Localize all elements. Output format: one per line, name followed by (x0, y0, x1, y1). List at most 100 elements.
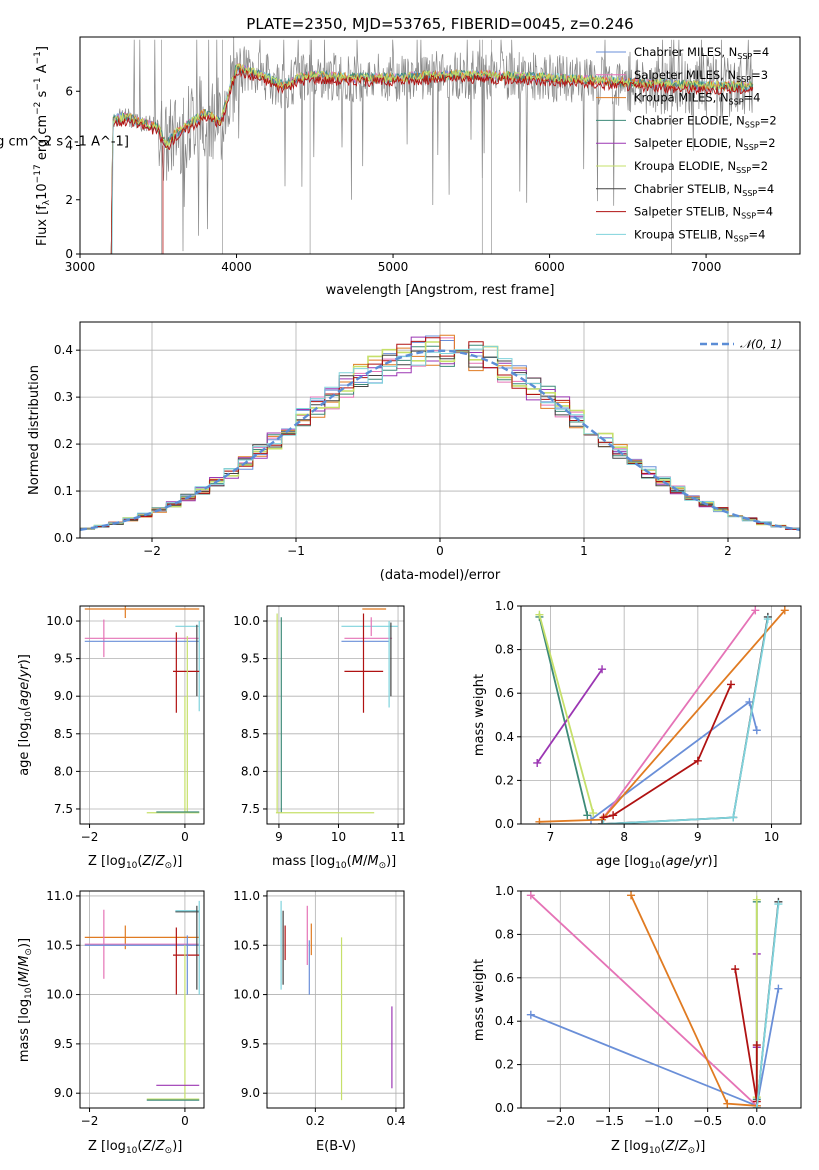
weight-line-salpeter_stelib (603, 684, 732, 819)
x-tick-label: 9 (275, 830, 283, 844)
chart-spectrum: 3000 4000 5000 6000 7000 0 2 4 6 wavelength [Angs… (0, 36, 801, 298)
y-tick-label: 0.8 (495, 927, 514, 941)
weight-marker (627, 891, 636, 900)
x-axis-label: (data-model)/error (380, 568, 501, 583)
weight-line-kroupa_stelib (755, 903, 780, 1108)
y-tick-label: 0.1 (54, 484, 73, 498)
plot-area (526, 891, 783, 1108)
x-tick-label: 5000 (378, 260, 409, 274)
x-tick-label: 0 (181, 830, 189, 844)
x-axis-label: Z [log10(Z/Z⊙)] (88, 854, 182, 871)
axes-frame (520, 890, 802, 1109)
axes-frame (266, 605, 405, 825)
y-axis-label: mass weight (472, 674, 487, 756)
chart-age_vs_Z: −2 0 7.5 8.0 8.5 9.0 9.5 10.0 Z [log10(Z/Z⊙)] age… (17, 605, 205, 871)
x-tick-label: 11 (390, 830, 405, 844)
x-tick-label: 6000 (534, 260, 565, 274)
chart-mass_vs_Z: −2 0 9.0 9.5 10.0 10.5 11.0 Z [log10(Z/Z⊙)] mass… (17, 889, 205, 1156)
weight-marker (599, 820, 608, 824)
figure-title: PLATE=2350, MJD=53765, FIBERID=0045, z=0… (246, 15, 633, 33)
chart-residuals: −2 −1 0 1 2 0.0 0.1 0.2 0.3 0.4 (data-model)/error… (27, 321, 801, 583)
plot-area (110, 37, 754, 254)
observed-spectrum (112, 37, 754, 252)
y-tick-label: 10.0 (233, 614, 260, 628)
y-tick-label: 6 (65, 84, 73, 98)
x-axis-label: Z [log10(Z/Z⊙)] (611, 1139, 705, 1156)
x-axis-label: E(B-V) (316, 1139, 356, 1154)
y-tick-label: 2 (65, 193, 73, 207)
y-tick-label: 0.4 (495, 730, 514, 744)
weight-line-salpeter_elodie (536, 668, 603, 764)
y-tick-label: 0.2 (54, 437, 73, 451)
weight-marker (526, 1010, 535, 1019)
x-tick-label: −1.5 (595, 1114, 624, 1128)
x-tick-label: 7000 (691, 260, 722, 274)
weight-marker (693, 756, 702, 765)
y-tick-label: 7.5 (54, 802, 73, 816)
x-tick-label: 0.2 (306, 1114, 325, 1128)
x-tick-label: 3000 (65, 260, 96, 274)
y-tick-label: 0.3 (54, 390, 73, 404)
weight-marker (774, 900, 783, 909)
y-tick-label: 0.2 (495, 773, 514, 787)
y-tick-label: 9.0 (241, 1086, 260, 1100)
x-tick-label: −0.5 (693, 1114, 722, 1128)
x-tick-label: −2 (81, 1114, 99, 1128)
model-edge (111, 121, 114, 254)
chart-age_vs_mass: 9 10 11 7.5 8.0 8.5 9.0 9.5 10.0 mass [log10(M/M⊙… (233, 605, 406, 871)
y-axis-label: mass weight (472, 959, 487, 1041)
x-tick-label: 4000 (221, 260, 252, 274)
weight-line-salpeter_miles (530, 894, 758, 1107)
y-tick-label: 0.0 (54, 531, 73, 545)
weight-marker (598, 820, 607, 824)
x-tick-label: 10 (764, 830, 779, 844)
y-tick-label: 10.0 (46, 614, 73, 628)
plot-area (84, 900, 200, 1101)
weight-marker (731, 965, 740, 974)
x-tick-label: −2 (143, 544, 161, 558)
legend-entry: Salpeter MILES, NSSP=3 (634, 68, 768, 84)
y-tick-label: 8.0 (54, 764, 73, 778)
weight-marker (780, 606, 789, 615)
y-tick-label: 8.5 (54, 727, 73, 741)
axes-frame (266, 890, 405, 1109)
weight-marker (752, 1041, 761, 1050)
plot-area (533, 606, 789, 824)
axes-frame (79, 36, 801, 255)
x-tick-label: 10 (331, 830, 346, 844)
y-tick-label: 10.0 (233, 988, 260, 1002)
weight-marker (589, 809, 598, 818)
y-tick-label: 8.5 (241, 727, 260, 741)
y-axis-label: Flux [fλ10−17 erg cm−2 s−1 A−1] (33, 46, 52, 246)
legend-entry: Kroupa MILES, NSSP=4 (634, 91, 760, 107)
axes-frame (79, 321, 801, 539)
normal-curve (80, 349, 800, 531)
x-tick-label: 8 (620, 830, 628, 844)
x-tick-label: 0 (181, 1114, 189, 1128)
y-tick-label: 11.0 (233, 889, 260, 903)
weight-marker (583, 811, 592, 820)
weight-marker (535, 610, 544, 619)
weight-line-kroupa_miles (630, 894, 757, 1107)
x-tick-label: −1.0 (644, 1114, 673, 1128)
x-tick-label: 7 (547, 830, 555, 844)
y-tick-label: 0.8 (495, 643, 514, 657)
y-tick-label: 0.6 (495, 971, 514, 985)
model-spectrum-salpeter_stelib (110, 67, 754, 254)
y-tick-label: 8.0 (241, 764, 260, 778)
legend-entry: Salpeter ELODIE, NSSP=2 (634, 136, 776, 152)
legend-entry: Chabrier ELODIE, NSSP=2 (634, 113, 777, 129)
weight-line-chabrier_elodie (538, 616, 589, 816)
y-tick-label: 1.0 (495, 599, 514, 613)
x-tick-label: −2 (81, 830, 99, 844)
weight-marker (526, 891, 535, 900)
weight-marker (609, 811, 618, 820)
legend-entry: Kroupa ELODIE, NSSP=2 (634, 159, 768, 175)
y-tick-label: 10.5 (46, 938, 73, 952)
x-tick-label: 0 (436, 544, 444, 558)
x-tick-label: 2 (724, 544, 732, 558)
axes-frame (79, 890, 205, 1109)
chart-weight_vs_Z: −2.0 −1.5 −1.0 −0.5 0.0 0.0 0.2 0.4 0.6 0.8 1.0 Z [… (472, 884, 802, 1156)
weight-line-salpeter_stelib (734, 968, 758, 1102)
